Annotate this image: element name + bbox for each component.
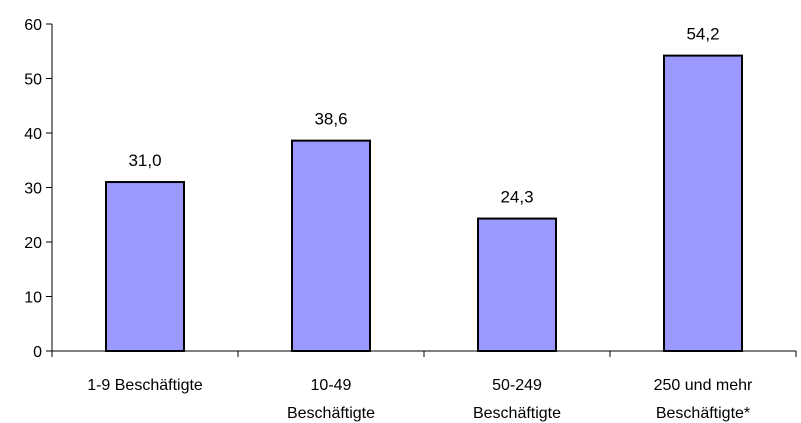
bar <box>663 54 743 353</box>
category-labels: 1-9 Beschäftigte 10-49 Beschäftigte 50-249 B… <box>87 377 753 422</box>
x-tick-label: 1-9 Beschäftigte <box>87 377 203 394</box>
y-tick-label: 10 <box>24 290 42 307</box>
data-label: 24,3 <box>500 188 533 207</box>
y-tick-label: 0 <box>33 344 42 361</box>
bars <box>105 54 743 353</box>
data-label: 31,0 <box>128 151 161 170</box>
x-tick-label: 250 und mehr <box>654 377 753 394</box>
y-tick-label: 20 <box>24 235 42 252</box>
y-tick-label: 50 <box>24 72 42 89</box>
x-tick-label: Beschäftigte <box>287 405 375 422</box>
x-tick-label: 50-249 <box>492 377 542 394</box>
y-axis: 0 10 20 30 40 50 60 <box>24 17 53 361</box>
bar <box>105 181 185 352</box>
data-label: 54,2 <box>686 25 719 44</box>
bar <box>291 139 371 352</box>
y-tick-label: 30 <box>24 181 42 198</box>
y-tick-label: 40 <box>24 126 42 143</box>
value-labels: 31,0 38,6 24,3 54,2 <box>128 25 719 207</box>
x-tick-label: Beschäftigte* <box>656 405 750 422</box>
data-label: 38,6 <box>314 110 347 129</box>
y-tick-label: 60 <box>24 17 42 34</box>
x-tick-label: 10-49 <box>311 377 352 394</box>
x-tick-label: Beschäftigte <box>473 405 561 422</box>
bar <box>477 217 557 352</box>
